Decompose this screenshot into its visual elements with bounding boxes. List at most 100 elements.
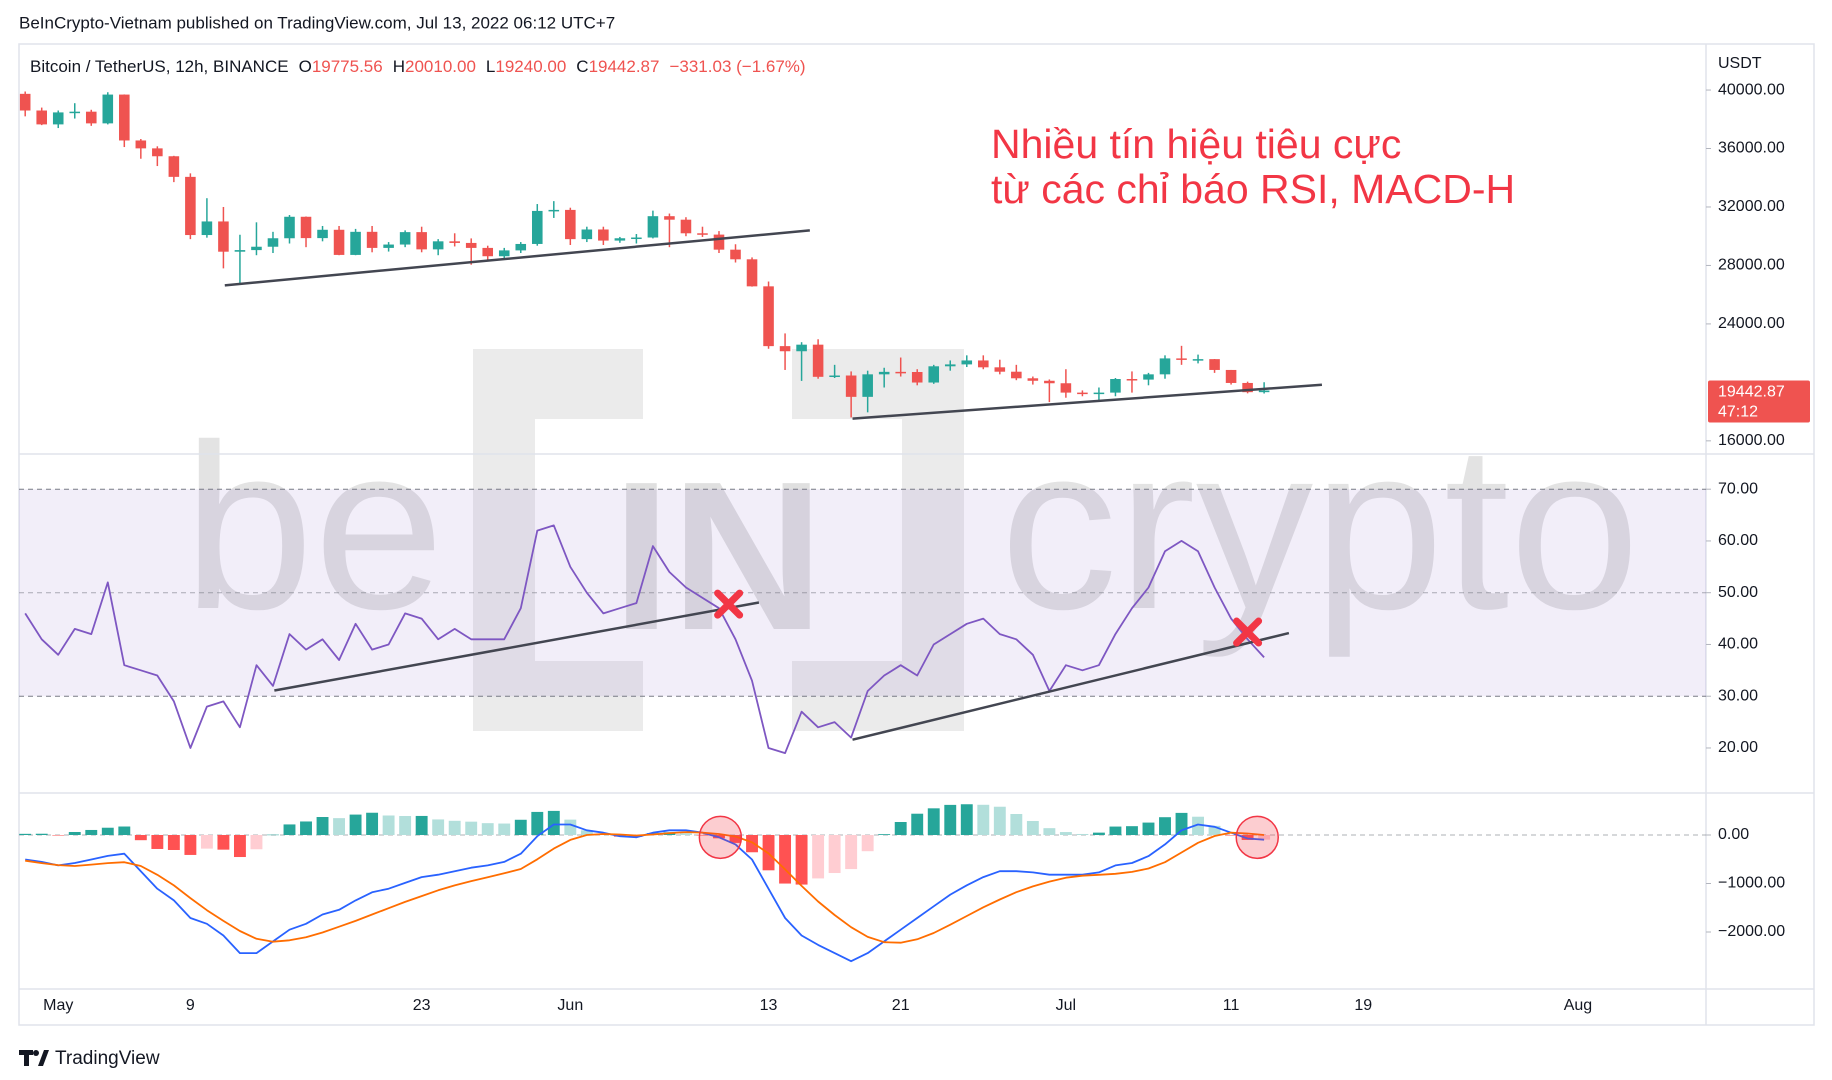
candle-body (614, 238, 626, 241)
chart-border (18, 43, 1815, 1026)
candle-body (152, 148, 163, 157)
candle-body (465, 242, 477, 248)
y-tick-label: 50.00 (1718, 584, 1758, 601)
histogram-bar (184, 835, 197, 855)
y-tick-label: 28000.00 (1718, 257, 1785, 274)
candle-body (763, 286, 774, 347)
legend-item: 19442.87 (589, 57, 660, 76)
candle-body (432, 241, 444, 250)
histogram-bar (233, 835, 246, 858)
candle-body (168, 156, 180, 177)
y-tick-label: 40.00 (1718, 636, 1758, 653)
histogram-bar (1010, 814, 1023, 836)
candle-body (234, 250, 246, 252)
legend-item: C (576, 57, 588, 76)
countdown-label: 47:12 (1718, 404, 1758, 421)
legend-item: 20010.00 (405, 57, 476, 76)
candle-body (1093, 392, 1105, 395)
candle-body (746, 259, 758, 287)
histogram-bar (845, 835, 858, 870)
candle-body (944, 364, 956, 367)
candle-body (812, 344, 824, 377)
histogram-bar (812, 835, 825, 879)
candle-body (366, 231, 378, 248)
candle-body (647, 216, 659, 238)
candle-body (102, 94, 114, 124)
candle-body (895, 371, 906, 374)
y-tick-label: 0.00 (1718, 826, 1749, 843)
histogram-bar (432, 819, 445, 836)
y-tick-label: 36000.00 (1718, 140, 1785, 157)
signal-circle (1235, 815, 1279, 860)
histogram-bar (382, 815, 395, 836)
y-tick-label: 24000.00 (1718, 315, 1785, 332)
x-tick-label: Jun (557, 997, 583, 1014)
candle-body (1126, 379, 1138, 381)
histogram-bar (1076, 833, 1089, 836)
x-tick-label: 9 (186, 997, 195, 1014)
candle-body (1192, 359, 1204, 361)
trendline (852, 631, 1290, 741)
y-tick-label: 32000.00 (1718, 198, 1785, 215)
annotation: từ các chỉ báo RSI, MACD-H (991, 166, 1515, 212)
histogram-bar (1043, 828, 1056, 836)
candle-body (911, 372, 923, 383)
histogram-bar (167, 835, 180, 850)
histogram-bar (746, 835, 758, 853)
candle-body (1077, 392, 1088, 395)
candle-body (201, 221, 213, 236)
candle-body (680, 219, 692, 234)
macd-line (25, 831, 1265, 944)
candle-body (779, 346, 791, 352)
symbol-legend: Bitcoin / TetherUS, 12h, BINANCE O19775.5… (30, 57, 806, 76)
candle-body (862, 374, 873, 397)
histogram-bar (1142, 822, 1155, 836)
annotation: Nhiều tín hiệu tiêu cực (991, 121, 1401, 167)
currency-label: USDT (1718, 55, 1762, 72)
candle-body (482, 247, 494, 257)
histogram-bar (1159, 817, 1171, 836)
x-tick-label: 13 (760, 997, 778, 1014)
last-price-box (1708, 380, 1810, 423)
histogram-bar (366, 812, 379, 836)
histogram-bar (465, 821, 478, 836)
y-tick-label: −2000.00 (1718, 923, 1785, 940)
legend-item: O (299, 57, 312, 76)
histogram-bar (1026, 820, 1039, 836)
x-tick-label: Jul (1056, 997, 1076, 1014)
candle-body (218, 221, 229, 252)
candle-body (978, 360, 989, 368)
trendline (852, 383, 1323, 420)
y-tick-label: 70.00 (1718, 480, 1758, 497)
histogram-bar (580, 830, 593, 836)
logo-shape (38, 1050, 49, 1066)
histogram-bar (349, 814, 362, 836)
x-tick-label: May (43, 997, 73, 1014)
histogram-bar (448, 820, 461, 836)
histogram-bar (316, 817, 329, 836)
histogram-bar (1208, 825, 1221, 836)
candle-body (697, 233, 708, 235)
histogram-bar (19, 833, 32, 836)
histogram-bar (35, 833, 48, 836)
candle-body (284, 216, 295, 239)
histogram-bar (1258, 835, 1271, 840)
logo-shape (24, 1050, 29, 1066)
histogram-bar (531, 811, 544, 836)
histogram-bar (977, 804, 990, 836)
candle-body (515, 243, 527, 251)
candle-body (52, 112, 64, 125)
histogram-bar (927, 808, 940, 836)
histogram-bar (729, 835, 742, 843)
trendline (274, 601, 760, 692)
histogram-bar (878, 834, 891, 836)
candle-body (317, 229, 328, 239)
candle-body (69, 111, 81, 114)
y-tick-label: 60.00 (1718, 532, 1758, 549)
candle-body (251, 246, 262, 251)
histogram-bar (52, 835, 65, 836)
signal-circle (698, 815, 743, 860)
histogram-bar (993, 806, 1006, 836)
